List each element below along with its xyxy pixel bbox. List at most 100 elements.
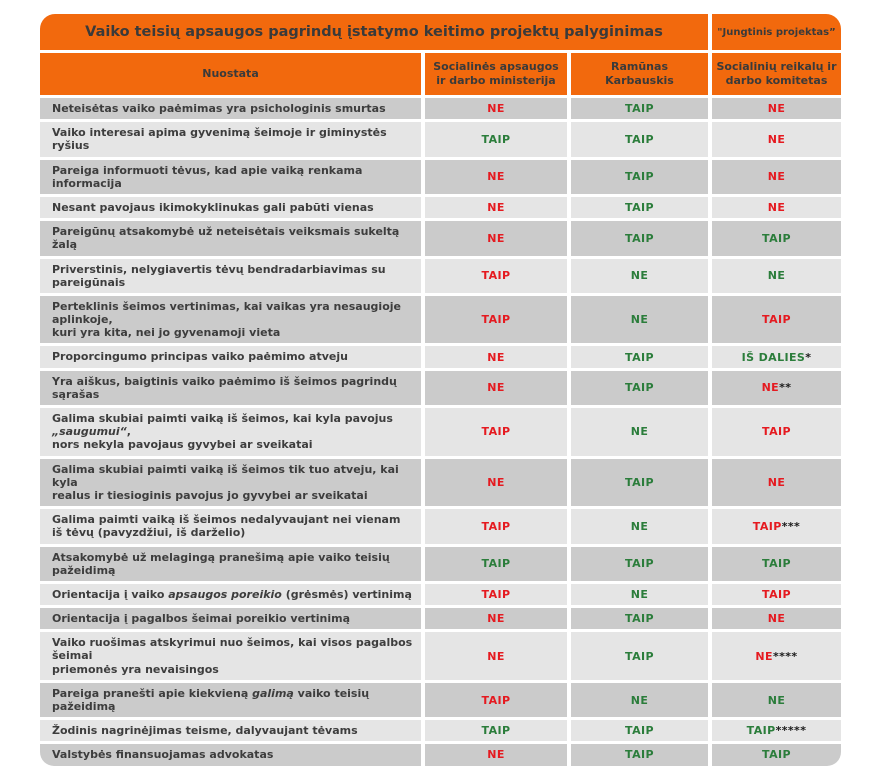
verdict-cell: TAIP xyxy=(425,295,567,344)
provision-label: Galima skubiai paimti vaiką iš šeimos ti… xyxy=(40,458,421,507)
verdict-cell: TAIP xyxy=(425,122,567,157)
verdict-cell: IŠ DALIES * xyxy=(712,346,841,368)
verdict-cell: TAIP xyxy=(571,546,708,581)
table-row: Galima skubiai paimti vaiką iš šeimos ti… xyxy=(40,458,841,507)
verdict-cell: TAIP xyxy=(712,744,841,766)
column-header-karbauskis: Ramūnas Karbauskis xyxy=(571,53,708,95)
table-header: Nuostata Socialinės apsaugos ir darbo mi… xyxy=(40,53,841,95)
verdict-cell: NE xyxy=(571,509,708,544)
verdict-cell: NE xyxy=(425,221,567,256)
verdict-cell: NE xyxy=(425,346,567,368)
verdict-cell: TAIP xyxy=(571,196,708,219)
provision-label: Vaiko ruošimas atskyrimui nuo šeimos, ka… xyxy=(40,632,421,680)
verdict-cell: NE ** xyxy=(712,370,841,405)
table-row: Valstybės finansuojamas advokatas NE TAIP T… xyxy=(40,744,841,766)
footnote-asterisks: *** xyxy=(781,519,801,533)
verdict-cell: TAIP xyxy=(571,608,708,630)
verdict-cell: NE xyxy=(712,608,841,630)
verdict-cell: NE **** xyxy=(712,632,841,680)
verdict-cell: TAIP xyxy=(571,370,708,405)
provision-label: Žodinis nagrinėjimas teisme, dalyvaujant… xyxy=(40,720,421,742)
provision-label: Perteklinis šeimos vertinimas, kai vaika… xyxy=(40,295,421,344)
footnote-asterisks: * xyxy=(805,350,812,364)
verdict-cell: NE xyxy=(425,458,567,507)
verdict-cell: TAIP xyxy=(571,98,708,120)
provision-label: Pareiga pranešti apie kiekvieną galimą v… xyxy=(40,682,421,718)
verdict-cell: NE xyxy=(425,632,567,680)
verdict-cell: NE xyxy=(425,159,567,194)
provision-label: Nesant pavojaus ikimokyklinukas gali pab… xyxy=(40,196,421,219)
provision-label: Priverstinis, nelygiavertis tėvų bendrad… xyxy=(40,258,421,293)
column-header-ministerija: Socialinės apsaugos ir darbo ministerija xyxy=(425,53,567,95)
verdict-cell: TAIP xyxy=(712,583,841,606)
verdict-cell: NE xyxy=(425,98,567,120)
provision-label: Vaiko interesai apima gyvenimą šeimoje i… xyxy=(40,122,421,157)
table-row: Pareiga informuoti tėvus, kad apie vaiką… xyxy=(40,159,841,194)
verdict-cell: TAIP xyxy=(571,122,708,157)
provision-label: Valstybės finansuojamas advokatas xyxy=(40,744,421,766)
verdict-cell: TAIP xyxy=(571,632,708,680)
verdict-cell: NE xyxy=(571,583,708,606)
title-band: Vaiko teisių apsaugos pagrindų įstatymo … xyxy=(40,14,841,50)
verdict-cell: NE xyxy=(712,98,841,120)
verdict-cell: NE xyxy=(712,159,841,194)
verdict-cell: TAIP xyxy=(571,744,708,766)
verdict-cell: NE xyxy=(712,122,841,157)
verdict-cell: NE xyxy=(425,370,567,405)
verdict-cell: NE xyxy=(712,258,841,293)
verdict-cell: TAIP xyxy=(425,720,567,742)
verdict-cell: TAIP xyxy=(571,346,708,368)
column-header-nuostata: Nuostata xyxy=(40,53,421,95)
table-row: Priverstinis, nelygiavertis tėvų bendrad… xyxy=(40,258,841,293)
provision-label: Neteisėtas vaiko paėmimas yra psichologi… xyxy=(40,98,421,120)
verdict-cell: NE xyxy=(425,608,567,630)
verdict-cell: TAIP xyxy=(571,458,708,507)
verdict-cell: TAIP xyxy=(571,720,708,742)
table-row: Pareigūnų atsakomybė už neteisėtais veik… xyxy=(40,221,841,256)
provision-label: Atsakomybė už melagingą pranešimą apie v… xyxy=(40,546,421,581)
table-row: Vaiko interesai apima gyvenimą šeimoje i… xyxy=(40,122,841,157)
verdict-cell: TAIP xyxy=(712,295,841,344)
column-header-komitetas: Socialinių reikalų ir darbo komitetas xyxy=(712,53,841,95)
table-row: Yra aiškus, baigtinis vaiko paėmimo iš š… xyxy=(40,370,841,405)
verdict-cell: TAIP ***** xyxy=(712,720,841,742)
verdict-cell: TAIP xyxy=(712,546,841,581)
table-row: Perteklinis šeimos vertinimas, kai vaika… xyxy=(40,295,841,344)
verdict-cell: TAIP xyxy=(571,221,708,256)
table-row: Galima skubiai paimti vaiką iš šeimos, k… xyxy=(40,408,841,456)
footnote-asterisks: ** xyxy=(779,381,792,395)
provision-label: Orientacija į pagalbos šeimai poreikio v… xyxy=(40,608,421,630)
verdict-cell: NE xyxy=(712,682,841,718)
provision-label: Orientacija į vaiko apsaugos poreikio (g… xyxy=(40,583,421,606)
table-row: Atsakomybė už melagingą pranešimą apie v… xyxy=(40,546,841,581)
verdict-cell: NE xyxy=(571,258,708,293)
footnote-asterisks: **** xyxy=(772,649,798,663)
table-row: Vaiko ruošimas atskyrimui nuo šeimos, ka… xyxy=(40,632,841,680)
provision-label: Pareiga informuoti tėvus, kad apie vaiką… xyxy=(40,159,421,194)
verdict-cell: NE xyxy=(712,196,841,219)
verdict-cell: TAIP xyxy=(425,546,567,581)
table-row: Neteisėtas vaiko paėmimas yra psichologi… xyxy=(40,98,841,120)
joint-project-label: "Jungtinis projektas” xyxy=(712,14,841,50)
table-row: Žodinis nagrinėjimas teisme, dalyvaujant… xyxy=(40,720,841,742)
verdict-cell: TAIP xyxy=(425,509,567,544)
verdict-cell: TAIP xyxy=(425,583,567,606)
verdict-cell: TAIP *** xyxy=(712,509,841,544)
verdict-cell: TAIP xyxy=(425,408,567,456)
verdict-cell: TAIP xyxy=(712,221,841,256)
verdict-cell: TAIP xyxy=(425,258,567,293)
provision-label: Galima skubiai paimti vaiką iš šeimos, k… xyxy=(40,408,421,456)
table-row: Proporcingumo principas vaiko paėmimo at… xyxy=(40,346,841,368)
verdict-cell: TAIP xyxy=(571,159,708,194)
verdict-cell: NE xyxy=(571,295,708,344)
verdict-cell: TAIP xyxy=(425,682,567,718)
verdict-cell: NE xyxy=(571,682,708,718)
table-row: Orientacija į vaiko apsaugos poreikio (g… xyxy=(40,583,841,606)
verdict-cell: NE xyxy=(425,744,567,766)
comparison-table: Vaiko teisių apsaugos pagrindų įstatymo … xyxy=(40,14,841,769)
provision-label: Galima paimti vaiką iš šeimos nedalyvauj… xyxy=(40,509,421,544)
table-row: Orientacija į pagalbos šeimai poreikio v… xyxy=(40,608,841,630)
verdict-cell: NE xyxy=(425,196,567,219)
footnote-asterisks: ***** xyxy=(775,724,807,738)
provision-label: Proporcingumo principas vaiko paėmimo at… xyxy=(40,346,421,368)
